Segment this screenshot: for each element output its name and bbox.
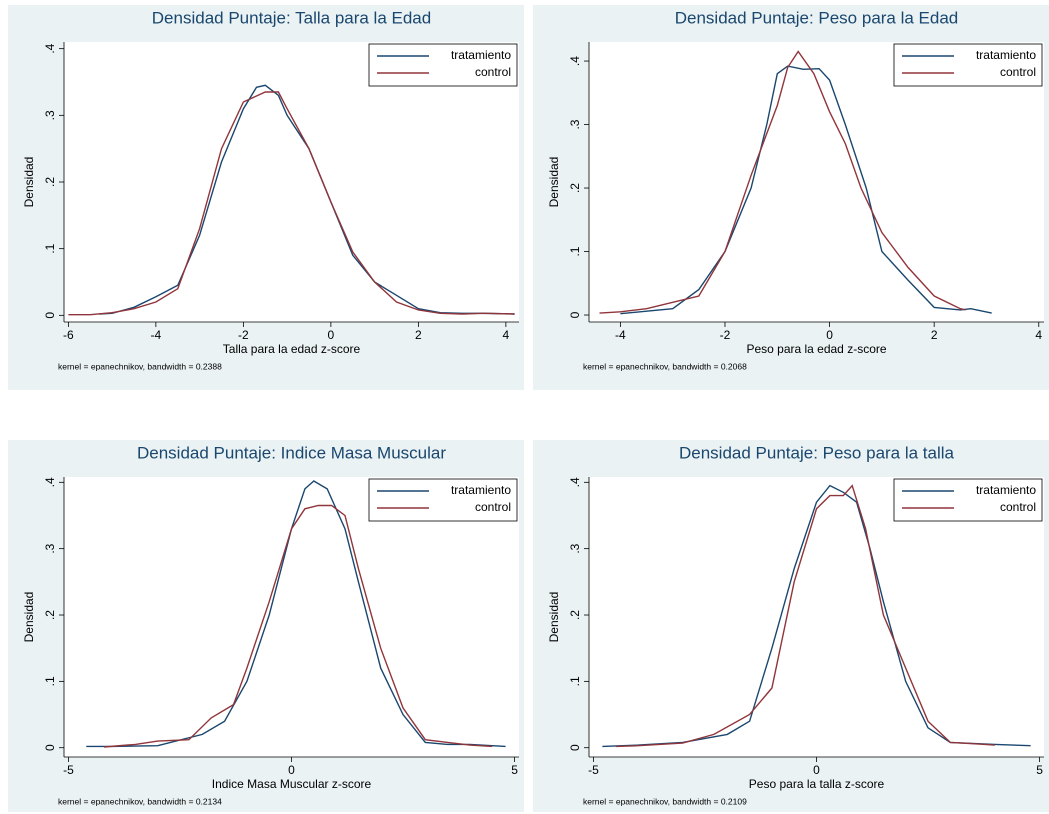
plot-area (64, 477, 519, 757)
y-tick-label: .4 (43, 477, 57, 487)
x-tick-label: 5 (511, 763, 518, 777)
y-tick-label: .1 (43, 243, 57, 253)
legend-label: tratamiento (976, 483, 1036, 497)
x-tick-label: 0 (826, 328, 833, 342)
note: kernel = epanechnikov, bandwidth = 0.210… (583, 796, 747, 806)
y-tick-label: .2 (43, 177, 57, 187)
x-tick-label: 0 (328, 328, 335, 342)
note: kernel = epanechnikov, bandwidth = 0.213… (58, 796, 222, 806)
legend-label: tratamiento (451, 483, 511, 497)
legend-label: control (475, 500, 511, 514)
y-tick-label: 0 (43, 744, 57, 751)
y-tick-label: 0 (568, 744, 582, 751)
legend-label: control (1000, 500, 1036, 514)
x-tick-label: -2 (238, 328, 249, 342)
x-tick-label: 5 (1036, 763, 1043, 777)
density-line (98, 84, 515, 315)
y-tick-label: 0 (568, 311, 582, 318)
x-tick-label: -4 (151, 328, 162, 342)
x-tick-label: -5 (588, 763, 599, 777)
x-axis-label: Peso para la edad z-score (746, 342, 886, 356)
density-line (602, 484, 1031, 748)
y-tick-label: .3 (43, 543, 57, 553)
legend-box (368, 478, 518, 522)
x-tick-label: 2 (931, 328, 938, 342)
y-tick-label: .1 (43, 676, 57, 686)
legend-label: control (1000, 65, 1036, 79)
chart-title: Densidad Puntaje: Peso para la Edad (675, 8, 959, 27)
y-axis-label: Densidad (22, 592, 36, 643)
y-tick-label: .2 (568, 610, 582, 620)
legend-box (893, 43, 1043, 87)
legend-box (893, 478, 1043, 522)
y-tick-label: 0 (43, 312, 57, 319)
y-tick-label: .4 (43, 43, 57, 53)
x-axis-label: Talla para la edad z-score (223, 342, 361, 356)
density-line (599, 50, 966, 314)
note: kernel = epanechnikov, bandwidth = 0.206… (583, 361, 747, 371)
y-tick-label: .3 (568, 543, 582, 553)
y-tick-label: .2 (43, 610, 57, 620)
density-line (615, 484, 995, 748)
x-tick-label: 0 (288, 763, 295, 777)
x-tick-label: 2 (415, 328, 422, 342)
x-tick-label: 4 (1035, 328, 1042, 342)
y-axis-label: Densidad (547, 157, 561, 208)
y-tick-label: .3 (568, 119, 582, 129)
plot-area (589, 42, 1044, 322)
x-tick-label: -5 (63, 763, 74, 777)
x-tick-label: 4 (503, 328, 510, 342)
x-tick-label: 0 (813, 763, 820, 777)
x-tick-label: -6 (63, 328, 74, 342)
y-axis-label: Densidad (22, 157, 36, 208)
y-tick-label: .1 (568, 676, 582, 686)
legend-box (368, 43, 518, 87)
x-tick-label: -4 (615, 328, 626, 342)
y-axis-label: Densidad (547, 592, 561, 643)
legend-label: tratamiento (451, 48, 511, 62)
chart-title: Densidad Puntaje: Indice Masa Muscular (137, 443, 446, 462)
legend-label: tratamiento (976, 48, 1036, 62)
legend-label: control (475, 65, 511, 79)
density-line (104, 504, 493, 748)
density-line (68, 91, 515, 316)
x-axis-label: Peso para la talla z-score (749, 777, 885, 791)
plot-area (589, 477, 1044, 757)
y-tick-label: .1 (568, 246, 582, 256)
note: kernel = epanechnikov, bandwidth = 0.238… (58, 361, 222, 371)
density-line (86, 480, 506, 748)
y-tick-label: .2 (568, 183, 582, 193)
x-axis-label: Indice Masa Muscular z-score (212, 777, 372, 791)
chart-title: Densidad Puntaje: Talla para la Edad (152, 8, 431, 27)
y-tick-label: .4 (568, 477, 582, 487)
plot-area (64, 42, 519, 322)
x-tick-label: -2 (720, 328, 731, 342)
chart-title: Densidad Puntaje: Peso para la talla (679, 443, 955, 462)
y-tick-label: .4 (568, 56, 582, 66)
y-tick-label: .3 (43, 110, 57, 120)
